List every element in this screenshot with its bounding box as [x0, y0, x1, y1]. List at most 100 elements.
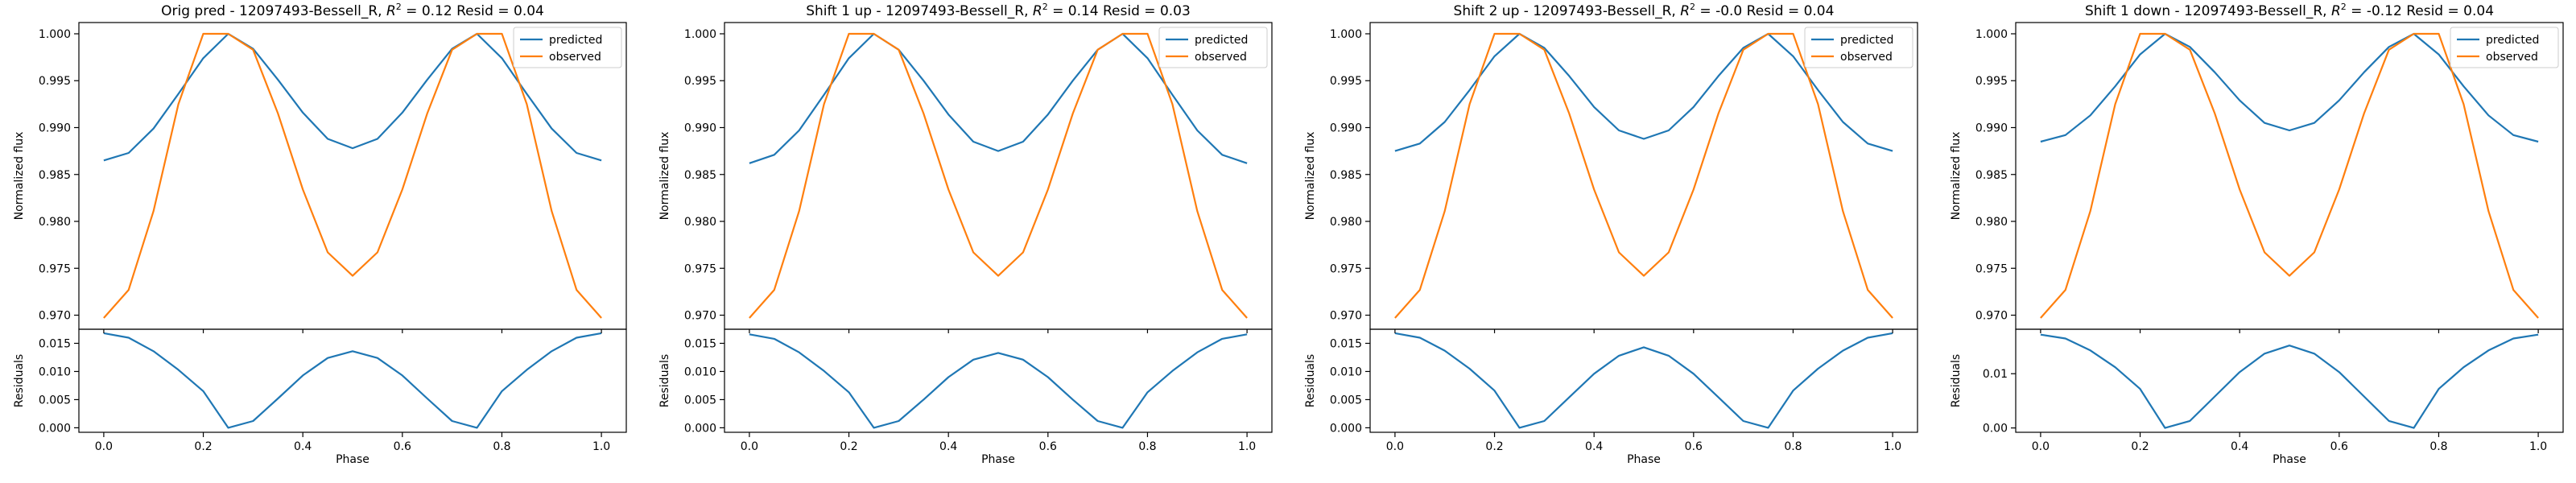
x-tick-label: 0.2 [2131, 440, 2149, 453]
y-tick-label: 0.985 [1975, 169, 2008, 182]
y-tick-label: 1.000 [39, 28, 71, 41]
y-axis-label: Normalized flux [1304, 132, 1317, 221]
y-tick-label: 1.000 [1330, 28, 1362, 41]
x-tick-label: 0.6 [394, 440, 411, 453]
y-tick-label: 0.010 [39, 365, 71, 378]
y-tick-label: 0.990 [684, 122, 716, 134]
x-tick-label: 0.2 [1485, 440, 1503, 453]
y-axis-label: Normalized flux [658, 132, 671, 221]
chart-title-prefix: Shift 1 down - 12097493-Bessell_R, [2085, 3, 2331, 19]
x-tick-label: 0.4 [1585, 440, 1603, 453]
x-tick-label: 0.6 [1039, 440, 1057, 453]
legend-box [513, 27, 622, 68]
residual-axes-frame [78, 328, 627, 433]
y-tick-label: 0.985 [1330, 169, 1362, 182]
y-tick-label: 0.005 [1330, 394, 1362, 407]
x-axis-label: Phase [2273, 453, 2306, 466]
legend-box [2450, 27, 2559, 68]
legend-label: predicted [549, 34, 602, 47]
series-line-residuals [749, 333, 1248, 429]
y-tick-label: 0.970 [39, 310, 71, 323]
y-tick-label: 0.995 [684, 75, 716, 88]
x-tick-label: 1.0 [1238, 440, 1256, 453]
chart-title-suffix: = -0.12 Resid = 0.04 [2347, 3, 2494, 19]
series-line-residuals [1394, 332, 1893, 429]
x-tick-label: 0.2 [840, 440, 857, 453]
series-line-predicted [2040, 32, 2539, 143]
series-line-residuals [2040, 333, 2539, 429]
y-tick-label: 0.985 [39, 169, 71, 182]
y-tick-label: 0.01 [1983, 368, 2008, 381]
chart-title-suffix: = 0.14 Resid = 0.03 [1048, 3, 1191, 19]
chart-title: Orig pred - 12097493-Bessell_R, R2 = 0.1… [161, 2, 544, 19]
y-tick-label: 0.970 [1975, 310, 2008, 323]
y-tick-label: 0.975 [39, 262, 71, 275]
residual-axes-frame [724, 328, 1273, 433]
y-tick-label: 0.970 [1330, 310, 1362, 323]
x-tick-label: 0.6 [1685, 440, 1703, 453]
y-tick-label: 0.000 [39, 422, 71, 435]
y-tick-label: 0.975 [1975, 262, 2008, 275]
y-tick-label: 0.015 [1330, 337, 1362, 350]
x-tick-label: 0.0 [95, 440, 113, 453]
x-tick-label: 0.4 [2231, 440, 2248, 453]
series-line-observed [1394, 32, 1893, 319]
y-tick-label: 0.00 [1983, 423, 2008, 436]
chart-title-superscript: 2 [1690, 2, 1695, 12]
legend-label: predicted [1195, 34, 1248, 47]
x-tick-label: 0.6 [2330, 440, 2348, 453]
residual-axes-frame [2015, 328, 2564, 433]
chart-title-prefix: Orig pred - 12097493-Bessell_R, [161, 3, 386, 19]
chart-panel-1: Orig pred - 12097493-Bessell_R, R2 = 0.1… [13, 2, 627, 466]
y-tick-label: 0.015 [684, 337, 716, 350]
x-axis-label: Phase [336, 453, 369, 466]
y-tick-label: 0.970 [684, 310, 716, 323]
y-tick-label: 0.005 [684, 394, 716, 407]
y-axis-label: Normalized flux [13, 132, 26, 221]
chart-title-suffix: = 0.12 Resid = 0.04 [402, 3, 544, 19]
x-tick-label: 1.0 [1884, 440, 1901, 453]
y-tick-label: 0.995 [1975, 75, 2008, 88]
x-tick-label: 0.8 [1784, 440, 1802, 453]
chart-panel-4: Shift 1 down - 12097493-Bessell_R, R2 = … [1950, 2, 2564, 466]
y-tick-label: 0.010 [1330, 365, 1362, 378]
legend: predicted observed [2450, 27, 2559, 68]
y-tick-label: 0.995 [1330, 75, 1362, 88]
chart-title: Shift 1 down - 12097493-Bessell_R, R2 = … [2085, 2, 2494, 19]
y-tick-label: 0.980 [39, 216, 71, 229]
x-tick-label: 0.8 [493, 440, 510, 453]
y-tick-label: 0.005 [39, 394, 71, 407]
x-axis-label: Phase [1627, 453, 1661, 466]
y-tick-label: 0.990 [39, 122, 71, 134]
chart-title-superscript: 2 [1042, 2, 1048, 12]
x-tick-label: 0.2 [194, 440, 212, 453]
legend: predicted observed [1804, 27, 1913, 68]
chart-title-superscript: 2 [2341, 2, 2347, 12]
chart-title: Shift 2 up - 12097493-Bessell_R, R2 = -0… [1454, 2, 1835, 19]
y-tick-label: 0.990 [1975, 122, 2008, 134]
legend: predicted observed [513, 27, 622, 68]
y-tick-label: 0.010 [684, 365, 716, 378]
x-tick-label: 0.4 [939, 440, 957, 453]
y-tick-label: 0.980 [684, 216, 716, 229]
x-axis-label: Phase [981, 453, 1015, 466]
chart-title-superscript: 2 [396, 2, 402, 12]
y-axis-label: Residuals [1950, 354, 1963, 407]
y-tick-label: 0.000 [1330, 422, 1362, 435]
chart-panel-3: Shift 2 up - 12097493-Bessell_R, R2 = -0… [1304, 2, 1918, 466]
y-tick-label: 0.995 [39, 75, 71, 88]
legend-label: observed [1195, 51, 1247, 64]
series-line-observed [749, 32, 1248, 319]
legend-label: observed [1840, 51, 1893, 64]
y-axis-label: Normalized flux [1950, 132, 1963, 221]
y-tick-label: 0.000 [684, 422, 716, 435]
legend-label: predicted [2486, 34, 2539, 47]
chart-title-r: R [2331, 3, 2341, 19]
legend-label: observed [2486, 51, 2538, 64]
y-tick-label: 0.015 [39, 337, 71, 350]
legend-box [1804, 27, 1913, 68]
residual-axes-frame [1369, 328, 1918, 433]
y-axis-label: Residuals [658, 354, 671, 407]
y-tick-label: 0.980 [1330, 216, 1362, 229]
